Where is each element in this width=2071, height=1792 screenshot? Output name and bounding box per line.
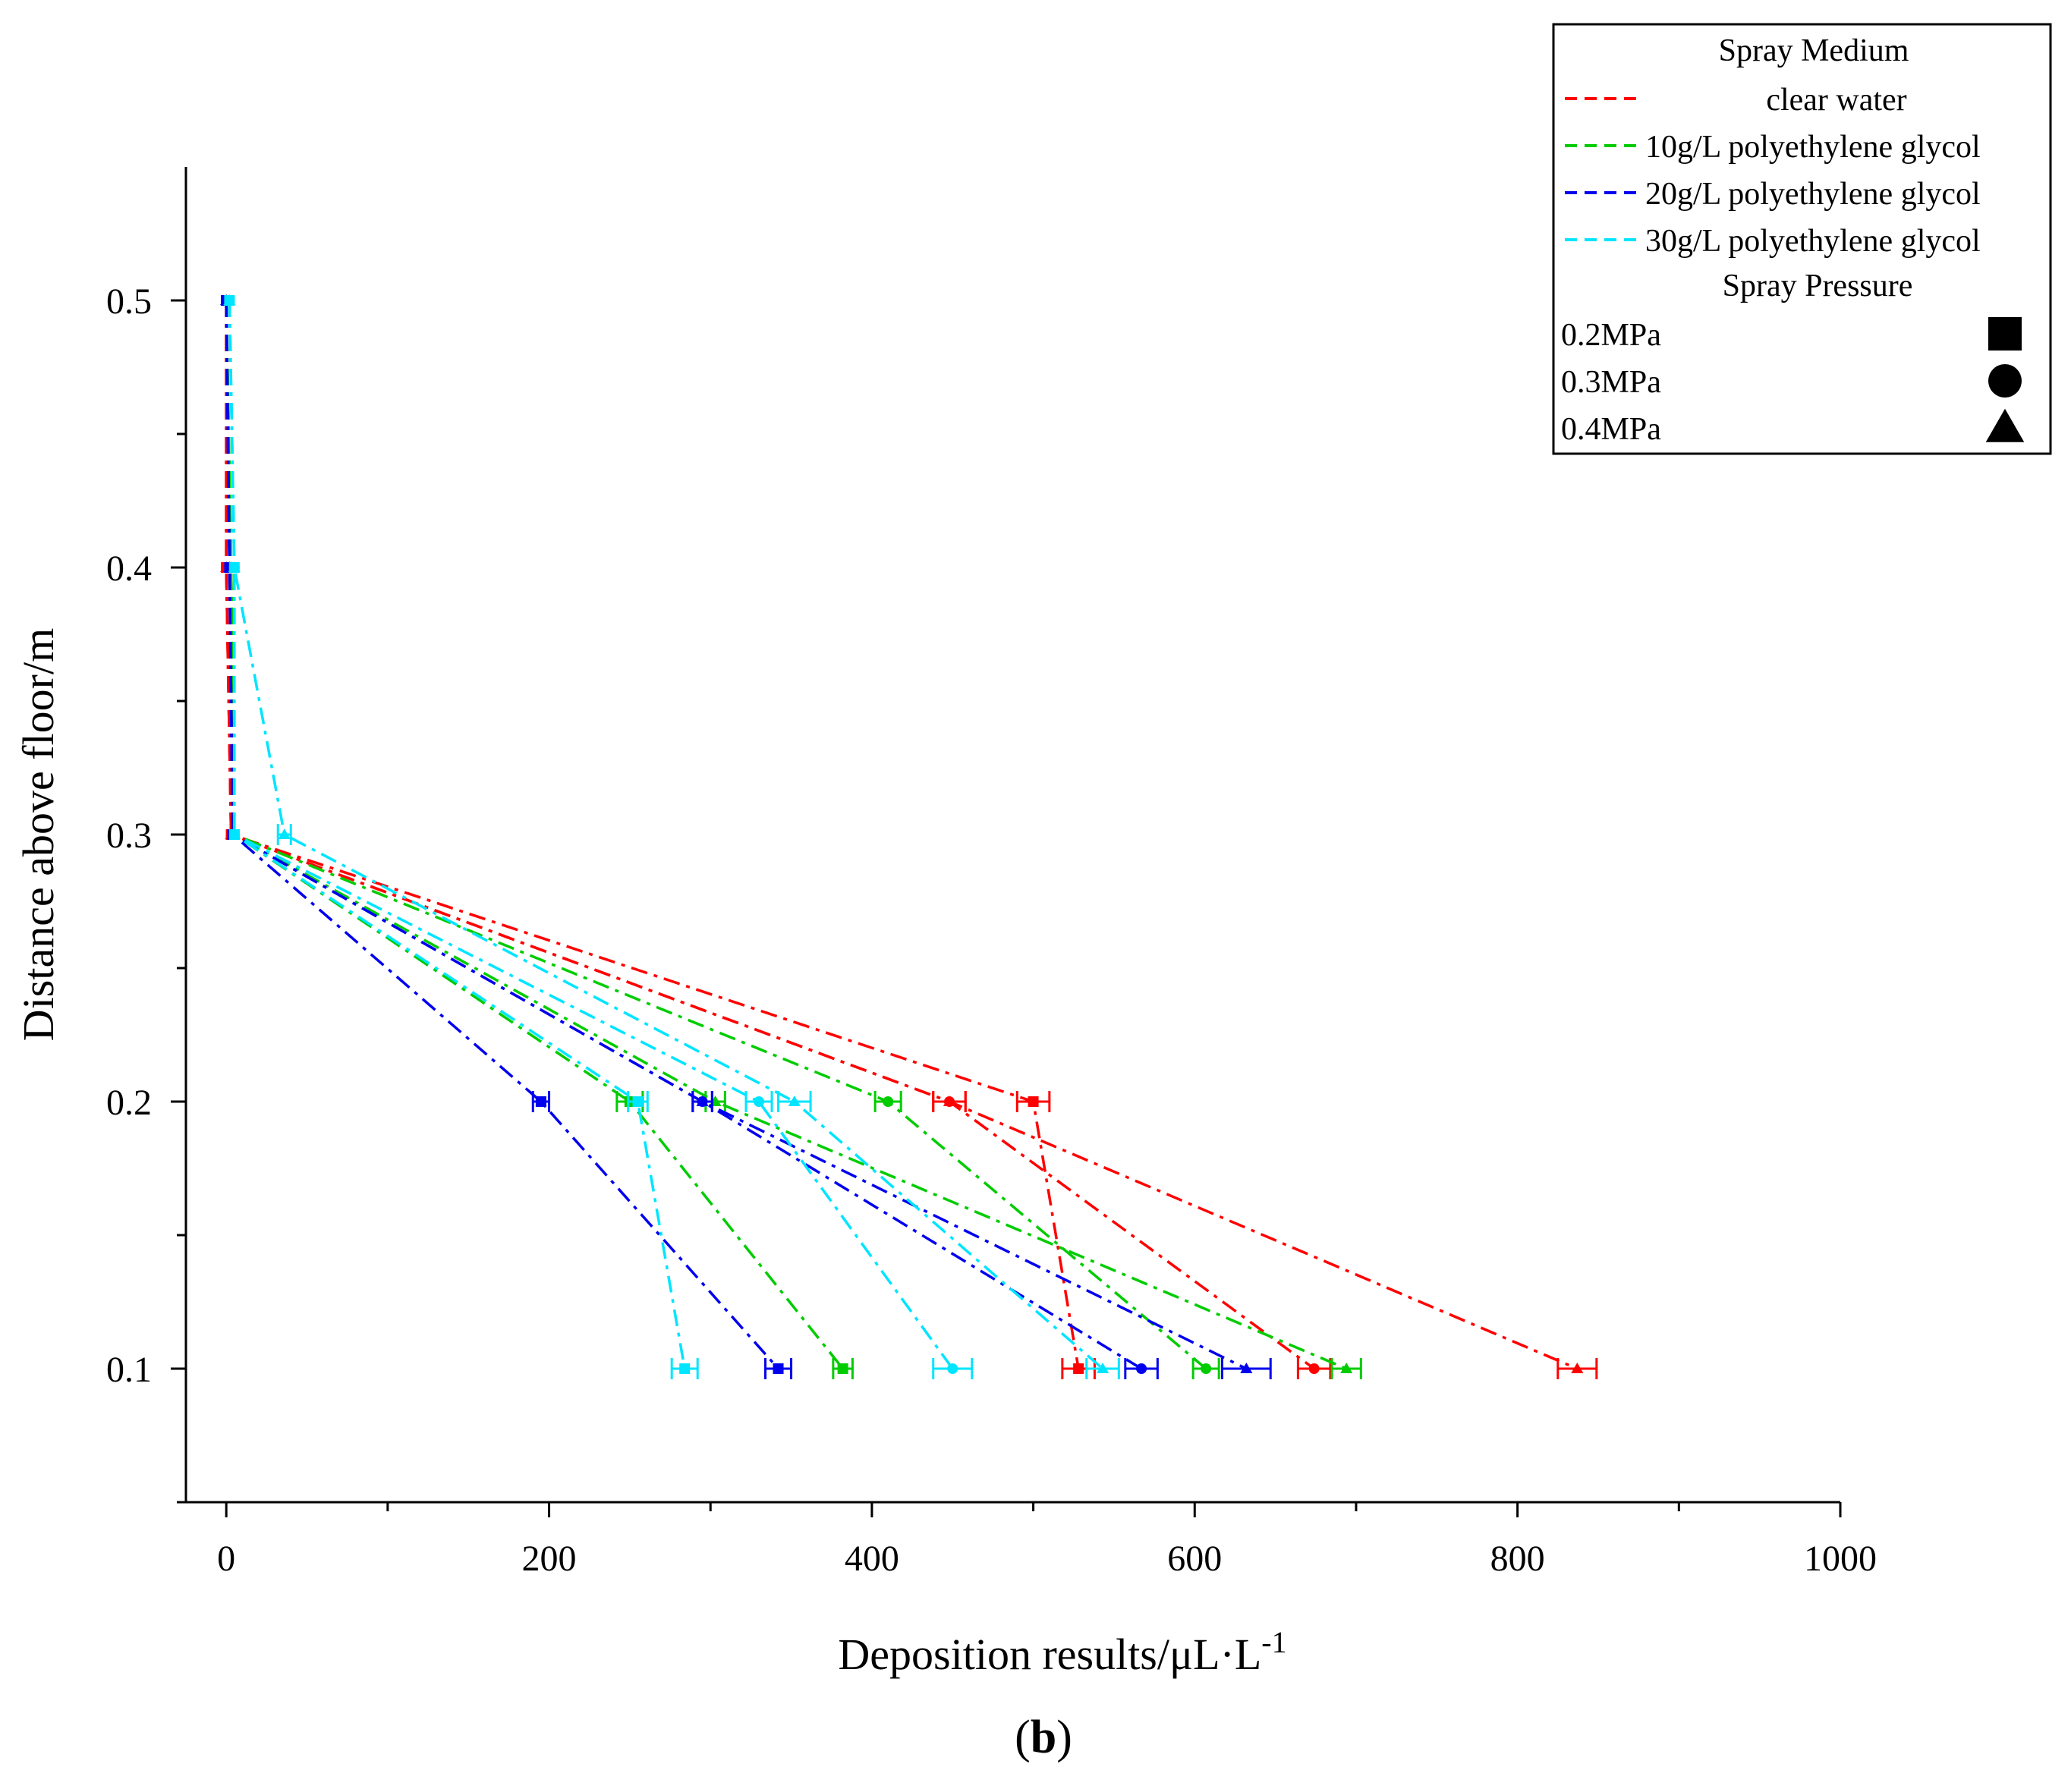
legend: Spray Medium clear water 10g/L polyethyle… [1552,23,2052,455]
y-tick-label: 0.4 [106,549,152,589]
legend-circle-icon [1988,364,2022,398]
series-line [225,300,1315,1370]
data-point [223,294,236,305]
series-20g-l-0-3mpa [221,295,1159,1379]
series-line [225,300,844,1370]
y-tick-label: 0.3 [106,816,152,856]
data-point [535,1096,546,1107]
x-tick-label: 400 [845,1539,899,1579]
series-line [228,300,954,1370]
legend-pressure-label: 0.4MPa [1561,412,1661,447]
legend-pressures: 0.2MPa 0.3MPa 0.4MPa [1561,317,2025,447]
legend-pressure-label: 0.2MPa [1561,318,1661,353]
series-line [225,300,1347,1370]
legend-medium-label: clear water [1766,83,1906,118]
x-axis-label-superscript: -1 [1261,1625,1286,1659]
data-point [278,828,291,839]
series-20g-l-0-2mpa [221,295,793,1379]
data-point [1571,1362,1584,1373]
legend-box [1552,23,2052,455]
data-point [1340,1362,1353,1373]
y-axis-label: Distance above floor/m [14,628,63,1041]
axis-labels: Deposition results/μL·L-1 Distance above… [14,628,1287,1763]
series-20g-l-0-4mpa [220,294,1272,1379]
series-line [228,300,686,1369]
x-tick-label: 200 [522,1539,577,1579]
legend-pressure-label: 0.3MPa [1561,365,1661,400]
data-point [1096,1362,1109,1373]
series-line [225,300,1080,1369]
series-line [228,300,1104,1370]
data-point [679,1363,691,1374]
x-axis-label-main: Deposition results/μL·L [838,1630,1261,1679]
data-point [1240,1362,1253,1373]
data-point [696,1095,709,1106]
data-point [632,1096,644,1107]
series-10g-l-0-2mpa [221,295,854,1379]
panel-label-letter: b [1031,1712,1056,1763]
x-tick-label: 600 [1167,1539,1222,1579]
data-point [883,1096,894,1107]
legend-medium-title: Spray Medium [1719,33,1909,68]
x-tick-label: 0 [217,1539,235,1579]
series-30g-l-0-2mpa [224,295,699,1379]
legend-medium-label: 30g/L polyethylene glycol [1645,224,1981,259]
series-line [225,300,1248,1370]
data-point [788,1095,801,1106]
data-point [1201,1363,1212,1374]
series-clear-water-0-4mpa [220,294,1598,1379]
legend-square-icon [1988,317,2022,351]
axes: 0 200 400 600 800 1000 0.1 0.2 0.3 0.4 0.5 [106,167,1877,1579]
data-point [754,1096,765,1107]
series-line [225,300,779,1370]
y-tick-label: 0.2 [106,1083,152,1123]
series-layer [220,294,1598,1379]
y-tick-label: 0.5 [106,281,152,322]
data-point [228,561,241,572]
data-point [1136,1363,1147,1374]
data-point [1073,1363,1084,1374]
data-point [773,1363,784,1374]
series-10g-l-0-3mpa [221,295,1220,1379]
data-point [837,1363,848,1374]
series-line [225,300,1142,1370]
series-line [225,300,1578,1370]
legend-media: clear water 10g/L polyethylene glycol 20g/… [1565,83,1981,259]
y-tick-label: 0.1 [106,1350,152,1390]
x-tick-label: 800 [1490,1539,1545,1579]
x-tick-label: 1000 [1804,1539,1877,1579]
data-point [1308,1363,1320,1374]
series-10g-l-0-4mpa [220,294,1362,1379]
legend-triangle-icon [1985,408,2025,442]
series-30g-l-0-4mpa [223,294,1120,1379]
series-clear-water-0-3mpa [221,295,1332,1379]
x-axis-label: Deposition results/μL·L-1 [838,1625,1286,1679]
series-30g-l-0-3mpa [224,295,974,1379]
data-point [943,1095,956,1106]
series-line [225,300,1207,1370]
data-point [947,1363,958,1374]
data-point [1028,1096,1039,1107]
legend-medium-label: 10g/L polyethylene glycol [1645,130,1981,165]
legend-medium-label: 20g/L polyethylene glycol [1645,177,1981,212]
panel-label: (b) [1015,1712,1072,1763]
data-point [228,829,240,840]
legend-pressure-title: Spray Pressure [1723,269,1913,303]
